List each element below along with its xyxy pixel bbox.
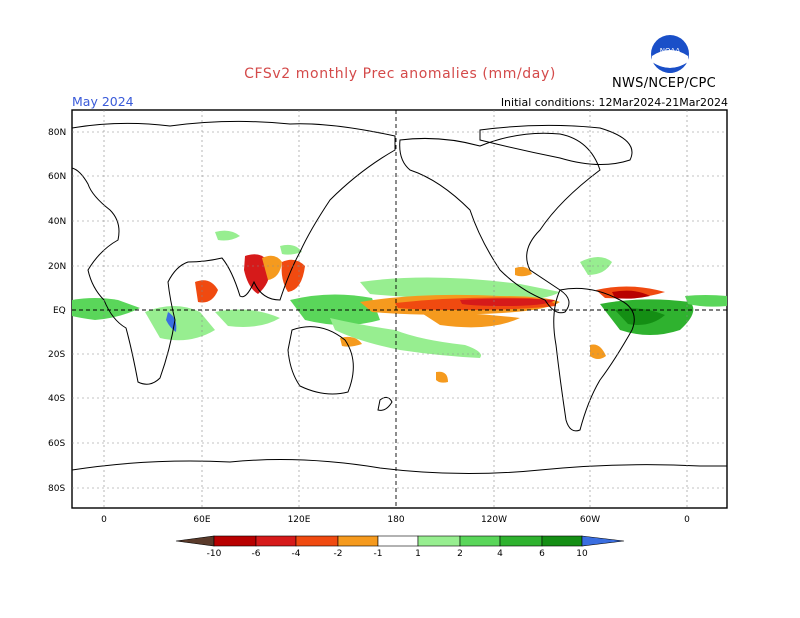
colorbar-swatch [417, 535, 461, 547]
lat-label: 20N [48, 262, 66, 272]
lat-label: 20S [48, 350, 65, 360]
anomaly-pacific-dry-south [420, 312, 520, 328]
lon-label: 0 [101, 515, 107, 525]
colorbar-swatch [295, 535, 339, 547]
colorbar-label: -10 [207, 549, 222, 559]
lat-label: 60N [48, 172, 66, 182]
colorbar-label: -4 [292, 549, 301, 559]
south-america-coast [553, 287, 635, 432]
colorbar-label: -1 [374, 549, 383, 559]
lon-label: 120W [481, 515, 507, 525]
anomaly-mexico [515, 266, 532, 277]
colorbar-label: 2 [457, 549, 463, 559]
colorbar-label: 4 [497, 549, 503, 559]
colorbar-label: 6 [539, 549, 545, 559]
noaa-logo-icon: NOAA [651, 35, 689, 73]
anomaly-pacific-dry-max [460, 298, 555, 306]
colorbar-label: -6 [252, 549, 261, 559]
anomaly-south-america [590, 344, 606, 359]
colorbar-label: 1 [415, 549, 421, 559]
anomaly-indian-ocean [215, 309, 280, 327]
anomaly-east-africa [145, 306, 215, 341]
graticule [72, 110, 727, 508]
colorbar-swatch [499, 535, 543, 547]
lon-label: 0 [684, 515, 690, 525]
lat-label: EQ [53, 306, 66, 316]
lat-labels: 80N 60N 40N 20N EQ 20S 40S 60S 80S [48, 128, 66, 494]
forecast-month: May 2024 [72, 94, 134, 109]
colorbar-swatch [541, 535, 583, 547]
anomaly-north-atlantic-core [612, 290, 650, 299]
anomaly-south-pacific [436, 371, 448, 383]
anomaly-south-china-sea [281, 259, 305, 292]
lon-label: 60E [193, 515, 210, 525]
anomaly-itcz-north [360, 277, 560, 301]
initial-conditions: Initial conditions: 12Mar2024-21Mar2024 [500, 96, 728, 109]
lon-label: 60W [580, 515, 600, 525]
north-america-coast [399, 132, 601, 314]
colorbar-swatch [213, 535, 257, 547]
anomaly-caribbean [580, 257, 612, 275]
colorbar-swatch [255, 535, 297, 547]
colorbar-label: 10 [576, 549, 588, 559]
lon-label: 120E [288, 515, 311, 525]
anomaly-arabian-sea [195, 280, 218, 303]
anomaly-brazil-core [615, 308, 665, 325]
colorbar [175, 535, 625, 547]
logo-text: NOAA [660, 47, 681, 55]
eurasia-africa-coast [72, 120, 396, 385]
anomaly-africa-west [72, 298, 140, 320]
anomaly-asia-2 [280, 244, 302, 255]
australia-coast [287, 326, 354, 395]
agency-label: NWS/NCEP/CPC [612, 76, 717, 91]
anomaly-asia-1 [215, 230, 240, 241]
colorbar-swatch [459, 535, 501, 547]
colorbar-label: -2 [334, 549, 343, 559]
colorbar-swatch [337, 535, 379, 547]
anomaly-indochina [262, 255, 282, 280]
coastlines [72, 120, 727, 475]
colorbar-swatch [175, 535, 215, 547]
new-zealand-coast [377, 396, 393, 411]
lat-label: 80N [48, 128, 66, 138]
anomaly-spcz [330, 318, 481, 358]
lat-label: 80S [48, 484, 65, 494]
anomaly-atlantic-east [685, 295, 727, 307]
lon-labels: 0 60E 120E 180 120W 60W 0 [101, 515, 690, 525]
anomaly-coral-sea [340, 336, 362, 347]
colorbar-swatch [581, 535, 625, 547]
antarctica-coast [72, 459, 727, 475]
map-title: CFSv2 monthly Prec anomalies (mm/day) [244, 66, 556, 82]
greenland-arctic-coast [479, 124, 633, 166]
lon-label: 180 [387, 515, 404, 525]
colorbar-swatch [377, 535, 419, 547]
colorbar-labels: -10 -6 -4 -2 -1 1 2 4 6 10 [207, 549, 588, 559]
lat-label: 60S [48, 439, 65, 449]
lat-label: 40N [48, 217, 66, 227]
lat-label: 40S [48, 394, 65, 404]
